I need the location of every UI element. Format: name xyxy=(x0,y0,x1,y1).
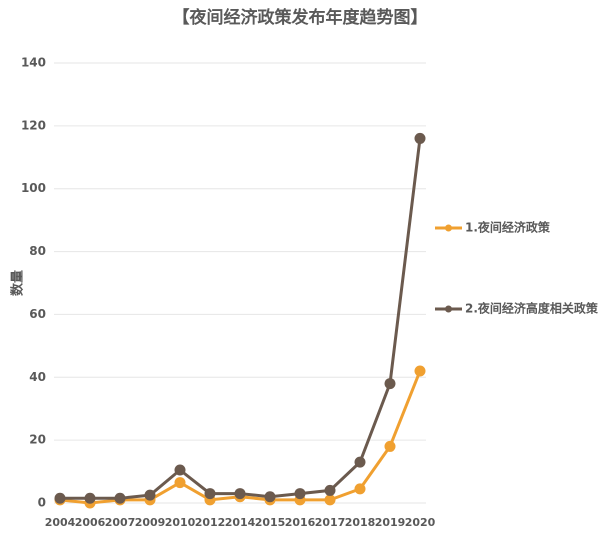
y-tick-label: 20 xyxy=(29,433,46,447)
legend-marker xyxy=(445,305,452,313)
data-point xyxy=(84,492,96,504)
x-tick-label: 2007 xyxy=(105,516,136,529)
y-tick-label: 0 xyxy=(38,496,46,510)
y-axis-label: 数量 xyxy=(10,270,26,296)
y-tick-label: 60 xyxy=(29,307,46,321)
data-point xyxy=(354,456,366,468)
data-point xyxy=(384,440,396,452)
x-tick-label: 2017 xyxy=(315,516,346,529)
series-line xyxy=(60,138,422,500)
data-point xyxy=(264,491,276,503)
x-tick-label: 2004 xyxy=(45,516,76,529)
x-tick-label: 2018 xyxy=(345,516,376,529)
x-tick-label: 2019 xyxy=(375,516,406,529)
data-point xyxy=(414,365,426,377)
legend-label: 1.夜间经济政策 xyxy=(465,220,551,235)
data-point xyxy=(324,494,336,506)
data-point xyxy=(354,483,366,495)
chart-title: 【夜间经济政策发布年度趋势图】 xyxy=(173,7,428,28)
data-point xyxy=(384,378,396,390)
legend-marker xyxy=(445,224,452,232)
data-point xyxy=(174,464,186,476)
data-point xyxy=(414,132,426,144)
x-tick-label: 2010 xyxy=(165,516,196,529)
data-point xyxy=(114,492,126,504)
series-line xyxy=(59,370,422,505)
y-tick-label: 120 xyxy=(21,118,46,132)
data-point xyxy=(144,489,156,501)
x-tick-label: 2014 xyxy=(225,516,256,529)
x-tick-label: 2020 xyxy=(405,516,436,529)
x-tick-label: 2006 xyxy=(75,516,106,529)
data-point xyxy=(54,492,66,504)
y-tick-label: 100 xyxy=(21,181,46,195)
legend-label: 2.夜间经济高度相关政策 xyxy=(465,301,599,316)
x-tick-label: 2012 xyxy=(195,516,226,529)
x-tick-label: 2015 xyxy=(255,516,286,529)
y-tick-label: 140 xyxy=(21,56,46,70)
data-point xyxy=(234,488,246,500)
x-tick-label: 2009 xyxy=(135,516,166,529)
data-point xyxy=(174,477,186,489)
x-tick-label: 2016 xyxy=(285,516,316,529)
data-point xyxy=(294,488,306,500)
data-point xyxy=(204,488,216,500)
data-point xyxy=(324,484,336,496)
y-tick-label: 40 xyxy=(29,370,46,384)
y-tick-label: 80 xyxy=(29,244,46,258)
